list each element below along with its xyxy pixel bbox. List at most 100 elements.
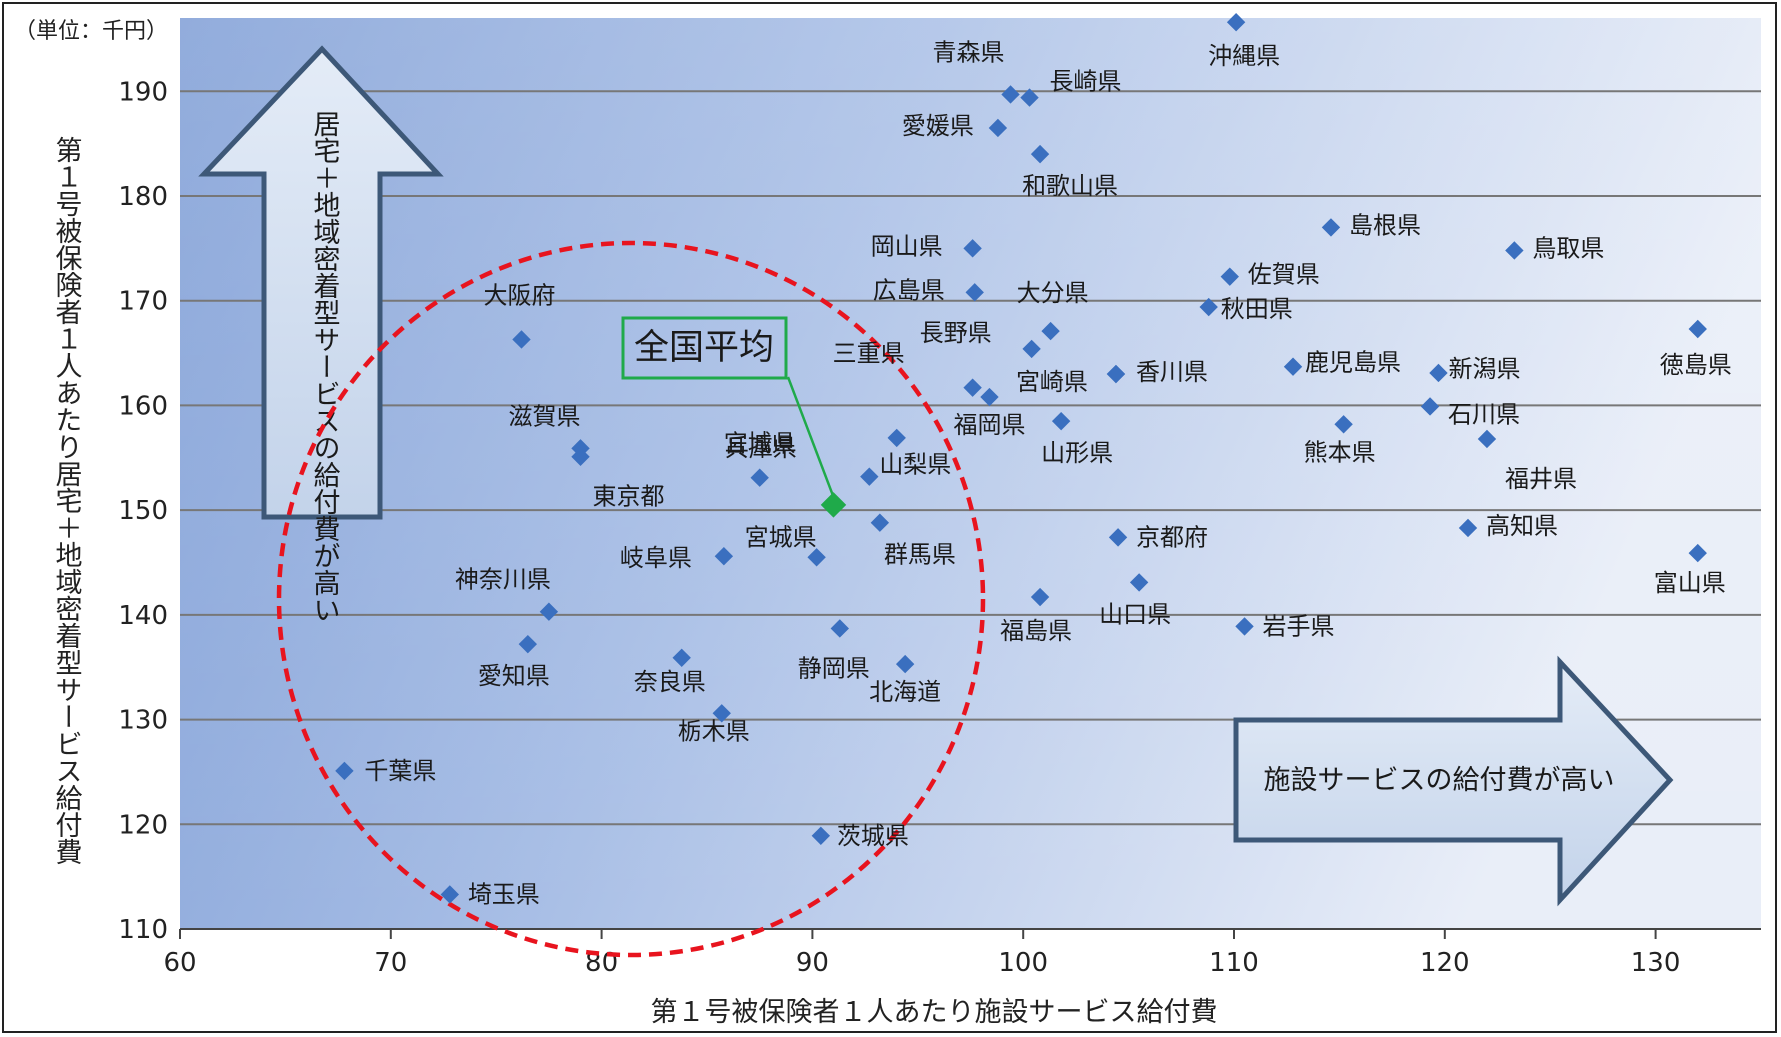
x-tick-label: 100 (998, 948, 1048, 978)
point-label: 福井県 (1505, 465, 1577, 493)
point-marker (1688, 319, 1707, 339)
point-label: 青森県 (933, 38, 1005, 66)
point-marker (1030, 587, 1050, 607)
x-tick-label: 130 (1631, 948, 1681, 978)
point-marker (963, 378, 982, 397)
point-label: 富山県 (1654, 569, 1726, 597)
point-label: 秋田県 (1221, 295, 1293, 323)
y-tick-label: 130 (118, 706, 168, 736)
point-marker (1108, 528, 1128, 547)
point-marker (895, 654, 915, 674)
x-tick-label: 90 (796, 948, 829, 978)
y-tick-label: 170 (118, 287, 168, 317)
y-tick-label: 110 (118, 915, 168, 945)
point-label: 大分県 (1017, 279, 1089, 307)
point-marker (1321, 218, 1341, 237)
point-label: 兵庫県 (725, 434, 797, 462)
point-marker (539, 602, 559, 621)
point-label: 愛媛県 (902, 112, 974, 140)
national-average-marker (820, 492, 847, 518)
point-marker (1688, 543, 1707, 563)
point-label: 埼玉県 (468, 880, 540, 908)
point-label: 宮城県 (745, 523, 817, 551)
point-marker (1458, 518, 1478, 538)
point-label: 山形県 (1041, 439, 1113, 467)
point-marker (1429, 363, 1448, 383)
point-marker (887, 428, 906, 448)
point-marker (712, 704, 731, 723)
point-marker (1030, 144, 1050, 164)
point-marker (1235, 617, 1254, 636)
point-label: 北海道 (869, 678, 941, 706)
point-label: 京都府 (1136, 523, 1208, 551)
y-axis-label: 第１号被保険者１人あたり居宅＋地域密着型サービス給付費 (51, 136, 83, 865)
point-label: 高知県 (1486, 512, 1558, 540)
point-marker (1041, 321, 1060, 341)
x-tick-label: 70 (374, 948, 407, 978)
point-label: 宮城県 (724, 430, 796, 458)
y-tick-label: 150 (118, 496, 168, 526)
point-marker (335, 761, 354, 781)
national-average-box (621, 316, 788, 380)
point-marker (571, 447, 590, 466)
up-arrow-label: 居宅＋地域密着型サービスの給付費が高い (309, 110, 341, 623)
point-label: 和歌山県 (1022, 172, 1118, 200)
point-label: 岡山県 (871, 232, 943, 260)
point-marker (1226, 12, 1246, 32)
y-tick-label: 140 (118, 601, 168, 631)
point-marker (1022, 339, 1041, 359)
point-marker (1477, 429, 1497, 449)
national-average: 全国平均 (621, 316, 847, 518)
point-label: 佐賀県 (1248, 261, 1320, 289)
point-marker (1106, 364, 1126, 384)
point-marker (1020, 88, 1039, 107)
point-label: 徳島県 (1660, 351, 1732, 379)
point-marker (830, 619, 849, 638)
point-label: 長崎県 (1050, 68, 1122, 96)
up-arrow: 居宅＋地域密着型サービスの給付費が高い (198, 45, 444, 623)
point-marker (1420, 397, 1440, 416)
x-tick-label: 110 (1209, 948, 1259, 978)
national-average-label: 全国平均 (634, 328, 774, 368)
point-label: 鹿児島県 (1305, 349, 1401, 377)
point-label: 島根県 (1349, 211, 1421, 239)
point-label: 東京都 (593, 483, 665, 511)
gridlines (180, 90, 1761, 826)
point-marker (988, 118, 1008, 138)
right-arrow: 施設サービスの給付費が高い (1233, 655, 1674, 907)
point-marker (807, 548, 826, 567)
point-marker (1283, 357, 1303, 376)
point-label: 栃木県 (678, 717, 750, 745)
point-label: 三重県 (833, 340, 905, 368)
point-marker (980, 387, 999, 407)
point-label: 岩手県 (1263, 612, 1335, 640)
point-label: 大阪府 (483, 281, 555, 309)
point-marker (518, 634, 538, 654)
y-tick-label: 160 (118, 391, 168, 421)
point-marker (440, 885, 460, 904)
point-label: 新潟県 (1448, 355, 1520, 383)
y-axis-ticks: 110 120 130 140 150 160 170 180 190 (118, 77, 168, 945)
point-label: 香川県 (1136, 358, 1208, 386)
point-marker (672, 648, 691, 667)
point-label: 奈良県 (634, 668, 706, 696)
point-marker (750, 468, 769, 487)
x-tick-label: 60 (163, 948, 196, 978)
x-axis-ticks: 60 70 80 90 100 110 120 130 (163, 929, 1680, 978)
point-label: 長野県 (920, 319, 992, 347)
point-marker (963, 239, 982, 258)
point-label: 福岡県 (953, 411, 1025, 439)
point-label: 静岡県 (798, 654, 870, 682)
unit-label: （単位：千円） (14, 19, 168, 44)
national-average-leader-line (786, 376, 835, 498)
point-marker (1334, 415, 1353, 434)
x-tick-label: 120 (1420, 948, 1470, 978)
x-axis-label: 第１号被保険者１人あたり施設サービス給付費 (651, 997, 1218, 1028)
point-marker (714, 547, 734, 566)
point-marker (512, 330, 531, 349)
point-marker (870, 513, 890, 532)
point-label: 広島県 (873, 276, 945, 304)
